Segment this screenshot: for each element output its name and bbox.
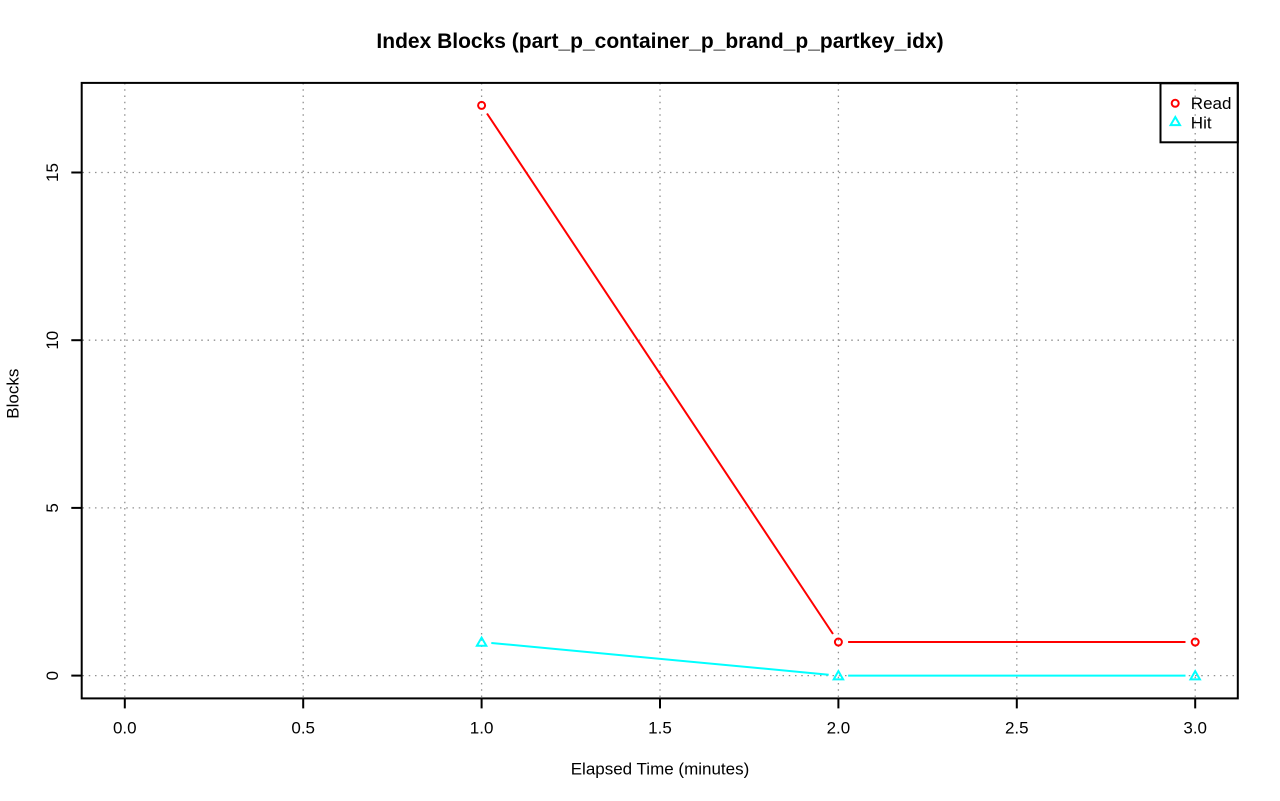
svg-text:2.5: 2.5 bbox=[1005, 719, 1029, 738]
svg-text:3.0: 3.0 bbox=[1183, 719, 1207, 738]
svg-text:2.0: 2.0 bbox=[827, 719, 851, 738]
svg-text:0.0: 0.0 bbox=[113, 719, 137, 738]
svg-text:0.5: 0.5 bbox=[291, 719, 315, 738]
svg-text:5: 5 bbox=[43, 503, 62, 512]
svg-text:0: 0 bbox=[43, 671, 62, 680]
svg-text:1.5: 1.5 bbox=[648, 719, 672, 738]
svg-text:10: 10 bbox=[43, 331, 62, 350]
svg-text:15: 15 bbox=[43, 163, 62, 182]
svg-text:Read: Read bbox=[1191, 94, 1232, 113]
svg-text:Blocks: Blocks bbox=[4, 369, 23, 419]
svg-text:Hit: Hit bbox=[1191, 113, 1212, 132]
svg-text:Index Blocks (part_p_container: Index Blocks (part_p_container_p_brand_p… bbox=[376, 30, 943, 53]
svg-text:Elapsed Time (minutes): Elapsed Time (minutes) bbox=[571, 760, 750, 779]
svg-text:1.0: 1.0 bbox=[470, 719, 494, 738]
